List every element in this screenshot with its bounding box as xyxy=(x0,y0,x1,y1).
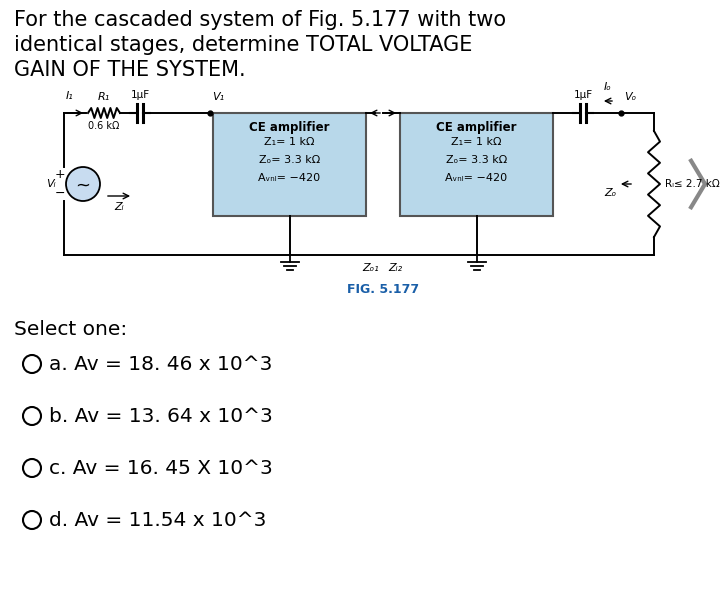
Text: For the cascaded system of Fig. 5.177 with two: For the cascaded system of Fig. 5.177 wi… xyxy=(14,10,506,30)
Text: CE amplifier: CE amplifier xyxy=(436,121,517,134)
Text: 1μF: 1μF xyxy=(130,90,150,100)
Text: Z₁= 1 kΩ: Z₁= 1 kΩ xyxy=(264,137,315,147)
Text: I₁: I₁ xyxy=(66,91,74,101)
FancyBboxPatch shape xyxy=(213,113,366,216)
Text: c. Av = 16. 45 X 10^3: c. Av = 16. 45 X 10^3 xyxy=(49,459,273,478)
Circle shape xyxy=(66,167,100,201)
Text: Z₁= 1 kΩ: Z₁= 1 kΩ xyxy=(451,137,502,147)
Text: Aᵥₙₗ= −420: Aᵥₙₗ= −420 xyxy=(446,173,508,183)
Text: ~: ~ xyxy=(76,177,91,195)
Text: Zₒ= 3.3 kΩ: Zₒ= 3.3 kΩ xyxy=(446,155,507,165)
Text: Zₒ₁: Zₒ₁ xyxy=(363,263,379,273)
Text: 1μF: 1μF xyxy=(573,90,593,100)
Text: a. Av = 18. 46 x 10^3: a. Av = 18. 46 x 10^3 xyxy=(49,354,272,373)
FancyBboxPatch shape xyxy=(400,113,553,216)
Text: V₁: V₁ xyxy=(212,92,224,102)
Text: FIG. 5.177: FIG. 5.177 xyxy=(347,283,419,296)
Text: Iₒ: Iₒ xyxy=(604,82,612,92)
Text: CE amplifier: CE amplifier xyxy=(249,121,330,134)
Text: Zₒ: Zₒ xyxy=(604,188,616,198)
Text: Rₗ≤ 2.7 kΩ: Rₗ≤ 2.7 kΩ xyxy=(665,179,720,189)
Text: Vᵢ: Vᵢ xyxy=(46,179,56,189)
Text: Select one:: Select one: xyxy=(14,320,127,339)
Text: 0.6 kΩ: 0.6 kΩ xyxy=(89,121,120,131)
Text: R₁: R₁ xyxy=(98,92,110,102)
Text: GAIN OF THE SYSTEM.: GAIN OF THE SYSTEM. xyxy=(14,60,246,80)
Text: Zᵢ₂: Zᵢ₂ xyxy=(388,263,402,273)
Text: Vₒ: Vₒ xyxy=(624,92,636,102)
Text: b. Av = 13. 64 x 10^3: b. Av = 13. 64 x 10^3 xyxy=(49,406,273,426)
Text: d. Av = 11.54 x 10^3: d. Av = 11.54 x 10^3 xyxy=(49,510,266,529)
Text: Zᵢ: Zᵢ xyxy=(114,202,124,212)
Text: +: + xyxy=(55,168,66,182)
Text: −: − xyxy=(55,187,66,200)
Text: identical stages, determine TOTAL VOLTAGE: identical stages, determine TOTAL VOLTAG… xyxy=(14,35,472,55)
Text: Aᵥₙₗ= −420: Aᵥₙₗ= −420 xyxy=(258,173,320,183)
Text: Zₒ= 3.3 kΩ: Zₒ= 3.3 kΩ xyxy=(259,155,320,165)
